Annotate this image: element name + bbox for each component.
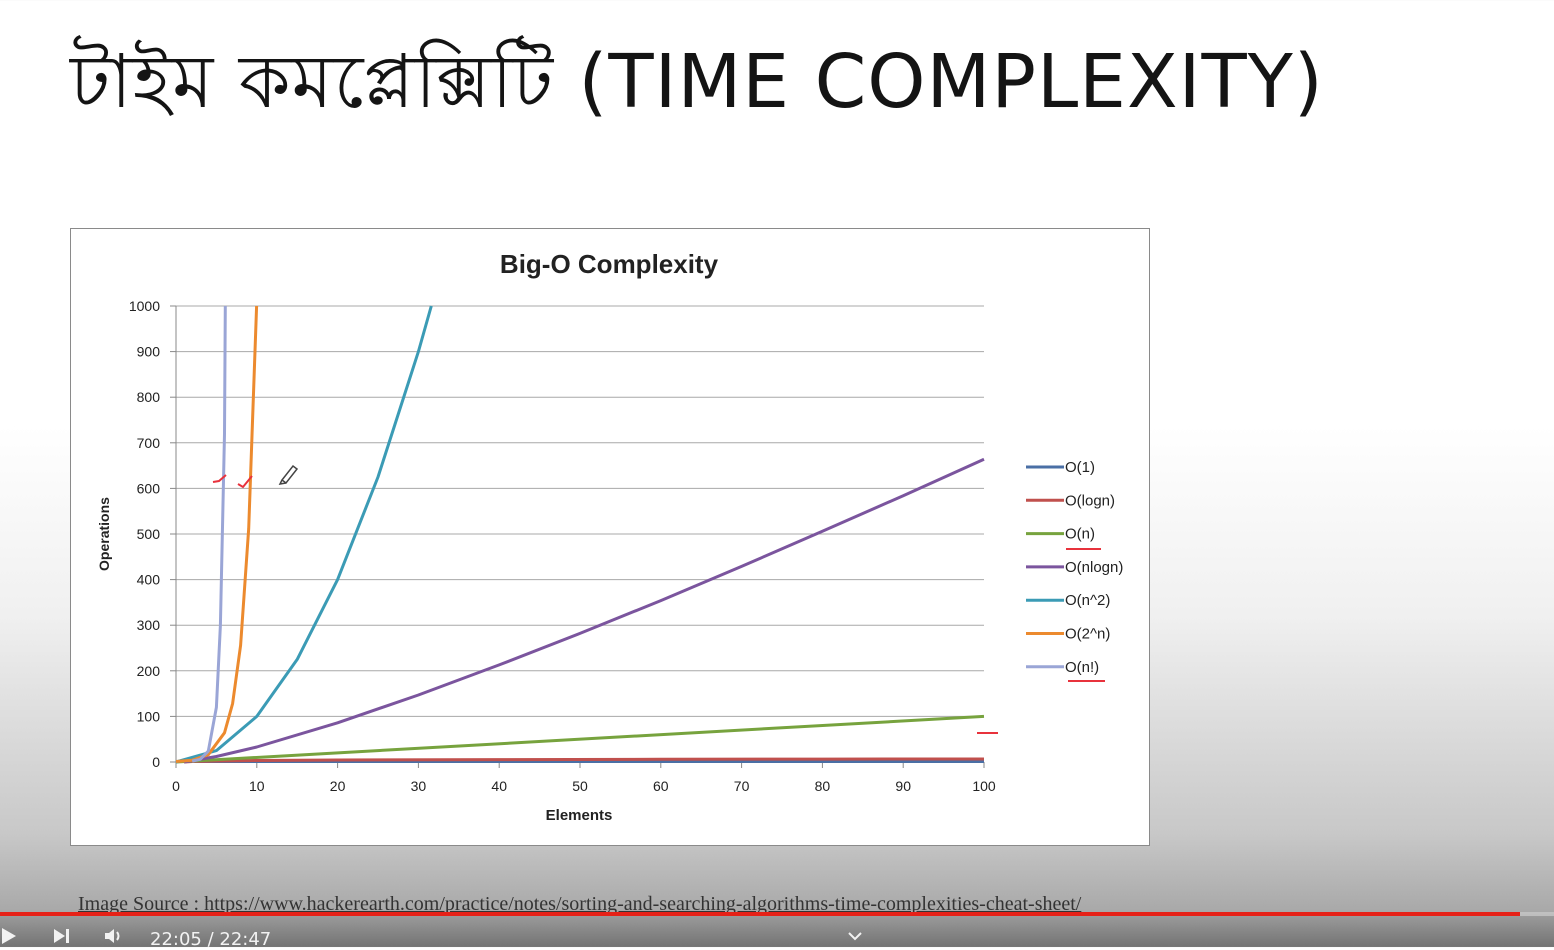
y-tick-label: 1000 (129, 298, 160, 314)
x-tick-label: 10 (249, 778, 265, 794)
big-o-chart: Big-O Complexity Operations Elements 0 10… (96, 249, 1123, 824)
x-tick-label: 90 (895, 778, 911, 794)
series-line-on (191, 305, 227, 763)
video-controls: 22:05 / 22:47 (0, 912, 1554, 950)
series-line-on (175, 714, 985, 764)
legend: O(1) O(logn) O(n) O(nlogn) O(n^2) O(2^n) O(n!) (1026, 459, 1123, 676)
tick-layer: 0 100 200 300 400 500 600 700 800 900 1000 0 10 20 30 4… (129, 298, 996, 794)
y-tick-label: 700 (137, 435, 161, 451)
series-layer (175, 305, 985, 764)
y-tick-label: 100 (137, 708, 161, 724)
time-display: 22:05 / 22:47 (150, 929, 272, 950)
progress-fill (0, 912, 1520, 916)
pencil-cursor-icon (278, 464, 299, 485)
x-tick-label: 70 (734, 778, 750, 794)
legend-label: O(nlogn) (1065, 559, 1123, 576)
grid-layer (170, 305, 985, 768)
x-tick-label: 0 (172, 778, 180, 794)
y-tick-label: 500 (137, 526, 161, 542)
y-tick-label: 300 (137, 617, 161, 633)
x-tick-label: 80 (815, 778, 831, 794)
y-tick-label: 600 (137, 480, 161, 496)
x-tick-label: 100 (972, 778, 996, 794)
x-tick-label: 40 (491, 778, 507, 794)
image-source-caption: Image Source : https://www.hackerearth.c… (78, 893, 1082, 915)
chart-panel: Big-O Complexity Operations Elements 0 10… (70, 228, 1150, 846)
pen-tick-mark (212, 474, 227, 483)
x-tick-label: 30 (411, 778, 427, 794)
series-line-on2 (175, 305, 433, 764)
next-icon[interactable] (52, 926, 72, 946)
chart-title: Big-O Complexity (500, 249, 719, 279)
series-line-onlogn (183, 457, 985, 764)
legend-label: O(n) (1065, 526, 1095, 543)
y-tick-label: 800 (137, 389, 161, 405)
y-tick-label: 0 (152, 754, 160, 770)
progress-bar[interactable] (0, 912, 1554, 916)
y-tick-label: 900 (137, 344, 161, 360)
legend-label: O(n^2) (1065, 592, 1110, 609)
y-tick-label: 400 (137, 572, 161, 588)
legend-label: O(2^n) (1065, 626, 1110, 643)
play-icon[interactable] (0, 926, 20, 946)
y-axis-label: Operations (96, 497, 112, 571)
legend-label: O(n!) (1065, 659, 1099, 676)
x-tick-label: 60 (653, 778, 669, 794)
pen-check-mark (237, 475, 253, 489)
x-tick-label: 50 (572, 778, 588, 794)
y-tick-label: 200 (137, 663, 161, 679)
pen-annotations (212, 464, 1105, 734)
x-axis-label: Elements (546, 807, 613, 824)
legend-label: O(1) (1065, 459, 1095, 476)
chevron-down-icon[interactable] (846, 930, 864, 942)
legend-label: O(logn) (1065, 492, 1115, 509)
volume-icon[interactable] (104, 926, 124, 946)
x-tick-label: 20 (330, 778, 346, 794)
slide-title: টাইম কমপ্লেক্সিটি (TIME COMPLEXITY) (70, 39, 1324, 125)
